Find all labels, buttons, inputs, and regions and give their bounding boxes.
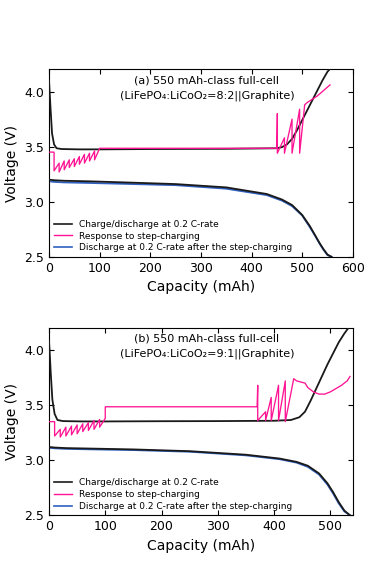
Text: (LiFePO₄:LiCoO₂=9:1||Graphite): (LiFePO₄:LiCoO₂=9:1||Graphite) (120, 349, 294, 359)
Y-axis label: Voltage (V): Voltage (V) (5, 383, 19, 460)
X-axis label: Capacity (mAh): Capacity (mAh) (147, 538, 255, 553)
Text: (LiFePO₄:LiCoO₂=8:2||Graphite): (LiFePO₄:LiCoO₂=8:2||Graphite) (120, 90, 294, 101)
Legend: Charge/discharge at 0.2 C-rate, Response to step-charging, Discharge at 0.2 C-ra: Charge/discharge at 0.2 C-rate, Response… (54, 220, 292, 252)
X-axis label: Capacity (mAh): Capacity (mAh) (147, 280, 255, 294)
Text: (b) 550 mAh-class full-cell: (b) 550 mAh-class full-cell (134, 334, 279, 343)
Text: (a) 550 mAh-class full-cell: (a) 550 mAh-class full-cell (134, 75, 279, 85)
Legend: Charge/discharge at 0.2 C-rate, Response to step-charging, Discharge at 0.2 C-ra: Charge/discharge at 0.2 C-rate, Response… (54, 478, 292, 511)
Y-axis label: Voltage (V): Voltage (V) (5, 124, 19, 201)
